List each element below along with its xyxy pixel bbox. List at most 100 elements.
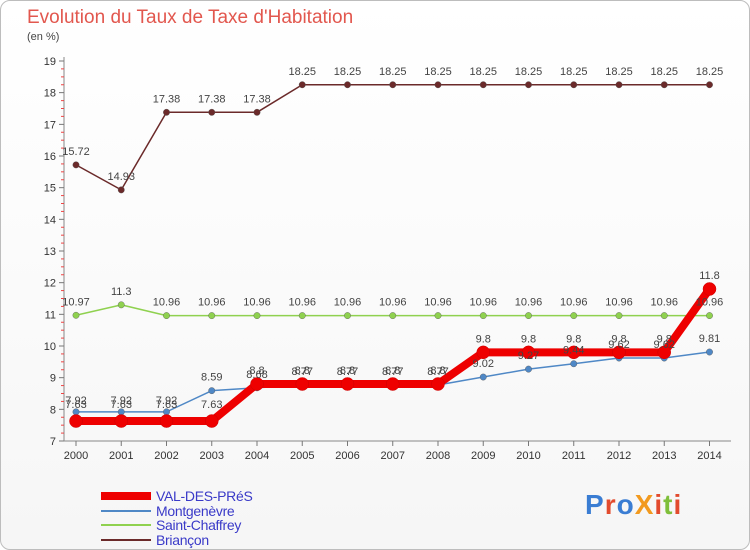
data-label: 10.96 bbox=[650, 297, 678, 309]
legend-swatch bbox=[101, 524, 151, 526]
y-tick-label: 7 bbox=[50, 436, 56, 448]
x-tick-label: 2000 bbox=[64, 450, 88, 462]
data-label: 10.96 bbox=[696, 297, 724, 309]
data-point bbox=[479, 312, 487, 319]
data-point bbox=[702, 282, 717, 296]
data-point bbox=[615, 312, 623, 319]
x-tick-label: 2006 bbox=[335, 450, 359, 462]
data-point bbox=[389, 81, 397, 89]
data-label: 8.77 bbox=[427, 366, 448, 378]
y-tick-label: 16 bbox=[44, 151, 56, 163]
data-point bbox=[344, 312, 351, 319]
data-label: 10.96 bbox=[243, 297, 271, 309]
data-label: 17.38 bbox=[243, 93, 271, 105]
data-label: 9.8 bbox=[566, 333, 581, 345]
data-label: 9.62 bbox=[608, 339, 629, 351]
logo-letter: i bbox=[654, 489, 664, 520]
data-point bbox=[660, 81, 668, 89]
data-point bbox=[72, 311, 80, 319]
data-label: 8.59 bbox=[201, 372, 222, 384]
y-tick-label: 13 bbox=[44, 246, 56, 258]
data-point bbox=[205, 414, 219, 428]
data-label: 18.25 bbox=[605, 66, 633, 78]
data-point bbox=[69, 414, 83, 428]
logo-letter: r bbox=[604, 489, 617, 520]
data-point bbox=[431, 377, 445, 391]
data-label: 18.25 bbox=[424, 66, 452, 78]
data-label: 9.8 bbox=[521, 333, 536, 345]
legend-label: Saint-Chaffrey bbox=[156, 517, 242, 533]
data-point bbox=[657, 345, 671, 360]
x-tick-label: 2013 bbox=[652, 450, 676, 462]
data-point bbox=[159, 414, 174, 428]
data-label: 10.96 bbox=[469, 297, 497, 309]
data-label: 17.38 bbox=[153, 93, 181, 105]
data-point bbox=[208, 108, 216, 116]
data-label: 7.63 bbox=[65, 399, 86, 411]
logo-letter: o bbox=[616, 489, 635, 520]
data-point bbox=[340, 377, 355, 391]
data-label: 10.96 bbox=[153, 297, 181, 309]
data-label: 7.92 bbox=[65, 395, 86, 407]
data-point bbox=[476, 345, 490, 360]
y-tick-label: 10 bbox=[44, 341, 56, 353]
data-label: 8.77 bbox=[292, 366, 313, 378]
data-label: 18.25 bbox=[469, 66, 497, 78]
data-point bbox=[163, 108, 170, 116]
x-tick-label: 2010 bbox=[516, 450, 540, 462]
data-point bbox=[567, 345, 581, 360]
data-label: 18.25 bbox=[334, 66, 362, 78]
data-point bbox=[615, 81, 623, 89]
x-tick-label: 2014 bbox=[697, 450, 721, 462]
x-tick-label: 2008 bbox=[426, 450, 450, 462]
logo-letter: P bbox=[585, 489, 605, 520]
data-label: 18.25 bbox=[696, 66, 724, 78]
x-tick-label: 2003 bbox=[200, 450, 224, 462]
data-label: 18.25 bbox=[560, 66, 588, 78]
data-point bbox=[117, 301, 125, 309]
data-label: 9.8 bbox=[611, 333, 626, 345]
data-point bbox=[525, 81, 532, 89]
y-tick-label: 8 bbox=[50, 404, 56, 416]
y-tick-label: 14 bbox=[44, 214, 56, 226]
logo-letter: t bbox=[663, 489, 674, 520]
chart-title: Evolution du Taux de Taxe d'Habitation bbox=[27, 7, 354, 28]
data-point bbox=[253, 108, 261, 116]
data-point bbox=[114, 414, 128, 428]
data-label: 9.8 bbox=[657, 333, 672, 345]
data-label: 7.63 bbox=[201, 399, 222, 411]
data-label: 14.93 bbox=[107, 171, 135, 183]
legend-label: Montgenèvre bbox=[156, 502, 235, 519]
y-tick-label: 18 bbox=[44, 88, 56, 100]
legend-swatch bbox=[101, 509, 151, 512]
data-label: 8.8 bbox=[249, 365, 264, 377]
data-label: 10.96 bbox=[424, 297, 452, 309]
y-tick-label: 12 bbox=[44, 278, 56, 290]
data-label: 7.63 bbox=[111, 399, 132, 411]
data-point bbox=[706, 348, 713, 356]
legend-swatch bbox=[101, 538, 151, 541]
y-axis-unit: (en %) bbox=[27, 31, 60, 43]
x-tick-label: 2012 bbox=[607, 450, 631, 462]
data-label: 18.25 bbox=[288, 66, 316, 78]
data-point bbox=[117, 186, 125, 194]
data-point bbox=[250, 377, 264, 391]
proxiti-logo: ProXiti bbox=[585, 489, 682, 521]
x-tick-label: 2002 bbox=[154, 450, 178, 462]
legend-swatch bbox=[101, 492, 151, 500]
data-label: 8.8 bbox=[385, 365, 400, 377]
x-tick-label: 2007 bbox=[381, 450, 405, 462]
data-label: 8.77 bbox=[382, 366, 403, 378]
data-label: 10.96 bbox=[515, 297, 543, 309]
data-label: 15.72 bbox=[62, 146, 90, 158]
data-label: 9.02 bbox=[473, 358, 494, 370]
data-point bbox=[570, 360, 578, 368]
data-point bbox=[612, 345, 626, 360]
data-label: 10.96 bbox=[560, 297, 588, 309]
data-point bbox=[479, 81, 487, 89]
data-label: 10.96 bbox=[334, 297, 362, 309]
data-point bbox=[208, 387, 216, 395]
data-label: 11.3 bbox=[111, 286, 132, 298]
